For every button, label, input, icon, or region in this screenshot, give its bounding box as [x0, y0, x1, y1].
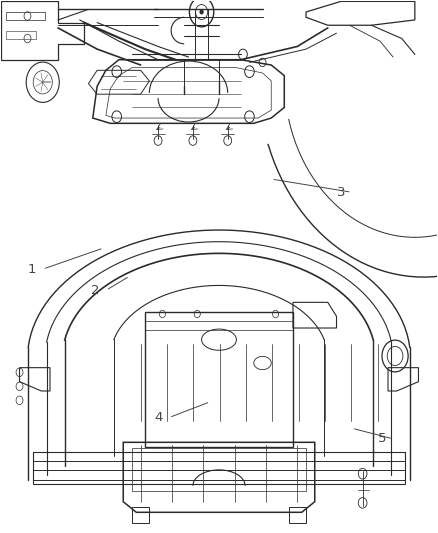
Text: 5: 5: [378, 432, 386, 446]
Text: 4: 4: [154, 411, 162, 424]
Text: 2: 2: [91, 284, 99, 297]
Circle shape: [200, 10, 203, 14]
Text: 1: 1: [28, 263, 36, 276]
Text: 3: 3: [337, 186, 345, 199]
